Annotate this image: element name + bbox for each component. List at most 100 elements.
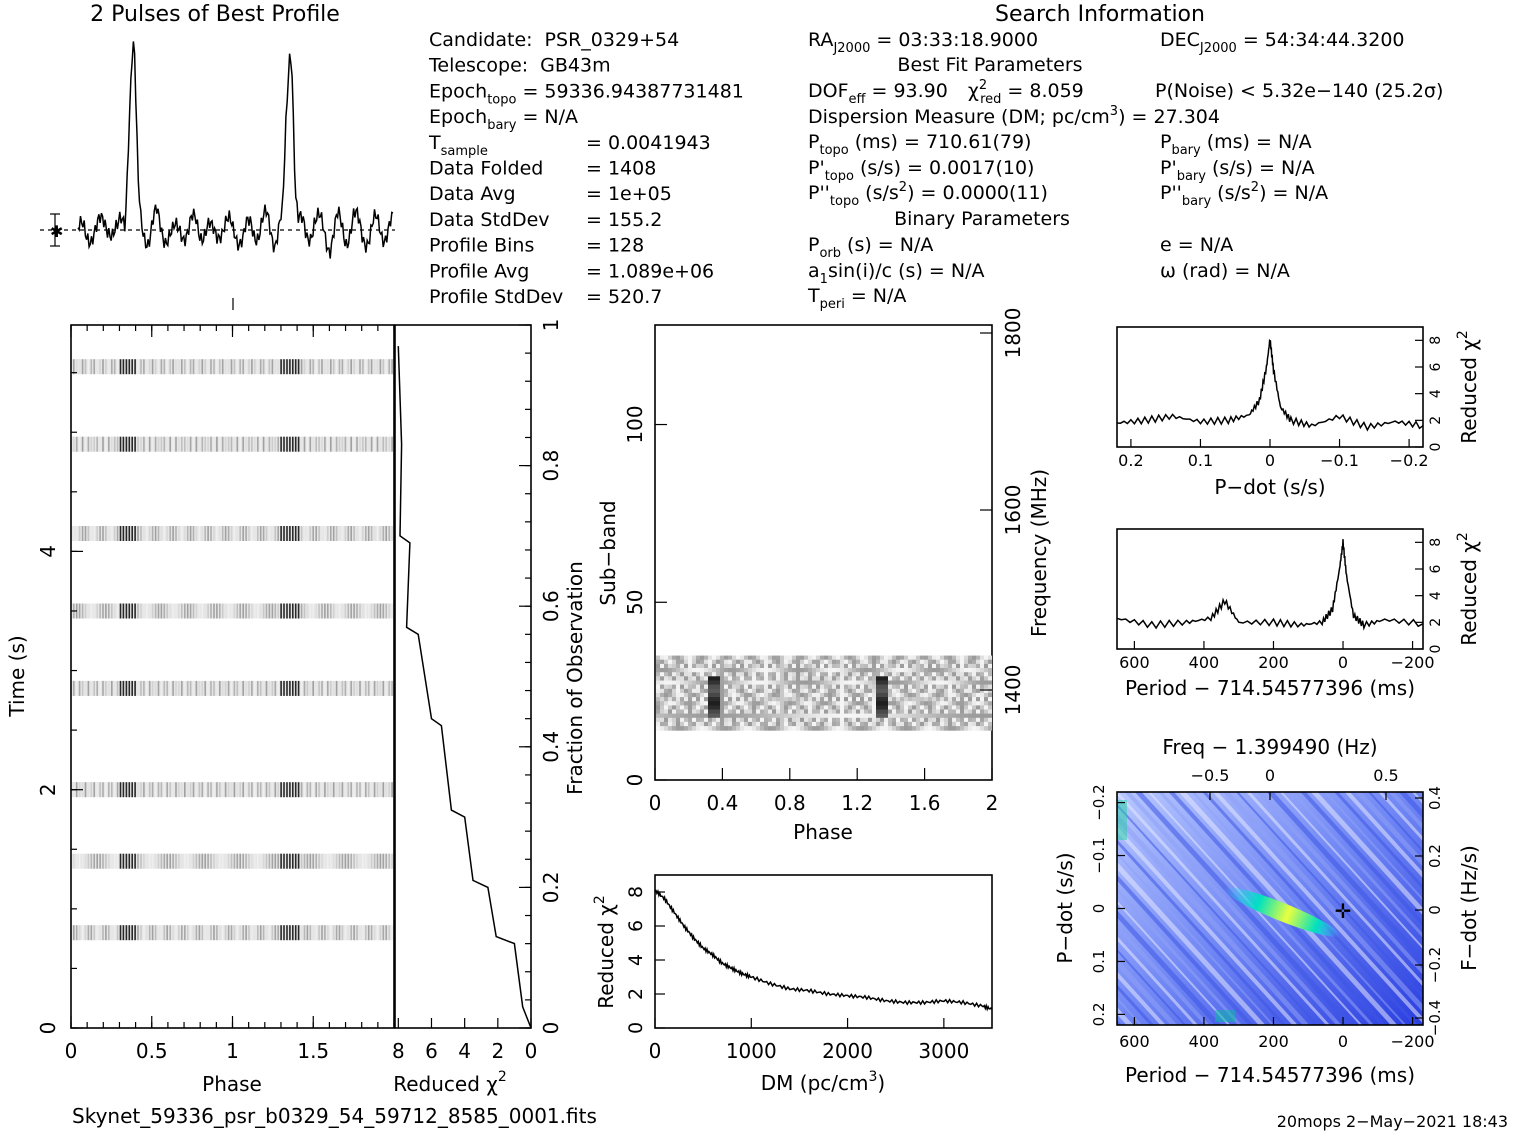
subband-cell [700, 701, 704, 706]
subband-cell [688, 655, 692, 661]
subband-cell [680, 717, 684, 723]
tvp-bin [297, 853, 300, 869]
tvp-bin [370, 782, 373, 798]
subband-cell [980, 717, 984, 723]
subband-cell [804, 668, 808, 673]
tvp-bin [391, 925, 393, 941]
tvp-bin [338, 680, 341, 696]
subband-rtick-label: 1400 [1001, 665, 1025, 716]
subband-cell [820, 659, 824, 665]
tvp-bin [309, 603, 312, 619]
subband-cell [692, 717, 696, 723]
tvp-bin [365, 359, 367, 375]
subband-cell [984, 701, 988, 706]
subband-cell [792, 709, 796, 715]
subband-cell [696, 663, 700, 669]
tvp-bin [376, 526, 379, 541]
subband-cell [756, 721, 760, 727]
tvp-bin [189, 603, 192, 619]
subband-cell [948, 688, 952, 694]
tvp-bin [350, 603, 352, 619]
subband-cell [800, 672, 804, 677]
subband-cell [932, 688, 936, 694]
tvp-bin [297, 603, 300, 619]
subband-cell [892, 684, 896, 690]
tvp-bin [134, 603, 136, 619]
subband-cell [660, 721, 664, 727]
subband-cell [772, 713, 776, 719]
tvp-bin [221, 925, 224, 941]
pdot-xtick-label: 0.2 [1118, 451, 1143, 470]
subband-cell [724, 705, 728, 710]
subband-cell [848, 659, 852, 665]
subband-cell [964, 705, 968, 710]
tvp-bin [160, 925, 163, 941]
tvp-bin [277, 680, 279, 696]
subband-cell [664, 659, 668, 665]
subband-cell [868, 672, 872, 677]
dof-sub: eff [849, 92, 867, 107]
subband-cell [808, 659, 812, 665]
subband-cell [904, 701, 908, 706]
subband-cell [848, 668, 852, 673]
tvp-bin [268, 782, 271, 798]
tvp-bin [382, 603, 385, 619]
tvp-bin [262, 603, 265, 619]
ppdot-stripe [1117, 887, 1243, 1025]
subband-cell [844, 680, 848, 686]
subband-cell [916, 672, 920, 677]
subband-cell [876, 717, 880, 723]
subband-cell [968, 697, 972, 702]
tvp-bin [154, 853, 157, 869]
subband-cell [760, 701, 764, 706]
subband-cell [768, 701, 772, 706]
subband-cell [956, 717, 960, 723]
subband-cell [832, 655, 836, 661]
tvp-bin [245, 359, 247, 375]
subband-cell [892, 672, 896, 677]
subband-cell [848, 680, 852, 686]
subband-cell [832, 659, 836, 665]
pddbary-value2: ) = N/A [1259, 182, 1328, 204]
subband-cell [708, 697, 712, 702]
subband-cell [976, 705, 980, 710]
tvp-bin [239, 853, 241, 869]
omega-text: ω (rad) = N/A [1160, 260, 1290, 282]
subband-cell [732, 692, 736, 698]
info-row-3: Epochbary = N/A [429, 106, 578, 133]
tvp-bin [131, 925, 133, 941]
subband-cell [704, 705, 708, 710]
subband-cell [964, 692, 968, 698]
tvp-bin [233, 603, 236, 619]
ppdot-marker-icon: ✛ [1335, 899, 1352, 923]
subband-cell [728, 705, 732, 710]
tvp-bin [321, 359, 323, 375]
tvp-bin [186, 526, 189, 541]
subband-cell [772, 655, 776, 661]
tvp-bin [87, 603, 90, 619]
tvp-bin [192, 603, 195, 619]
tvp-bin [271, 925, 274, 941]
tvp-bin [300, 603, 303, 619]
subband-cell [668, 717, 672, 723]
subband-cell [964, 709, 968, 715]
subband-cell [668, 672, 672, 677]
tvp-bin [344, 853, 347, 869]
tvp-row [72, 680, 393, 696]
ppdot-stripe [1117, 874, 1254, 1025]
subband-cell [740, 709, 744, 715]
subband-cell [972, 680, 976, 686]
subband-cell [864, 705, 868, 710]
subband-cell [832, 676, 836, 681]
subband-cell [888, 717, 892, 723]
tvp-bin [157, 526, 160, 541]
subband-cell [728, 668, 732, 673]
subband-cell [728, 688, 732, 694]
tvp-bin [140, 603, 142, 619]
subband-cell [848, 684, 852, 690]
chiobs-xtick-label: 6 [425, 1039, 438, 1063]
subband-cell [852, 672, 856, 677]
tvp-bin [169, 680, 171, 696]
tvp-bin [312, 359, 314, 375]
subband-cell [916, 659, 920, 665]
